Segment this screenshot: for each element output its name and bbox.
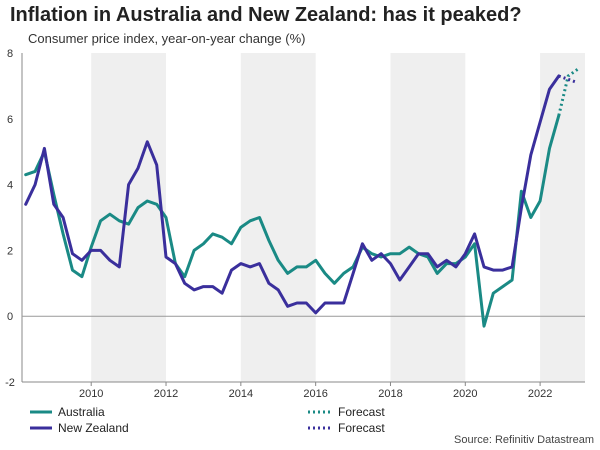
y-tick-label: 8 [7,48,13,60]
shaded-periods [91,53,585,382]
x-tick-label: 2014 [229,388,253,400]
shaded-period-3 [540,53,585,382]
shaded-period-1 [240,53,316,382]
y-tick-label: 4 [7,180,13,192]
x-tick-label: 2010 [79,388,103,400]
y-tick-label: 6 [7,114,13,126]
y-tick-label: -2 [5,377,15,389]
legend: Australia New Zealand Forecast Forecast [30,405,385,435]
legend-label-australia-forecast: Forecast [338,405,385,419]
chart-subtitle: Consumer price index, year-on-year chang… [28,31,306,46]
x-tick-label: 2018 [378,388,402,400]
x-tick-label: 2022 [528,388,552,400]
x-tick-label: 2012 [154,388,178,400]
series-lines [24,68,579,328]
y-tick-label: 0 [7,311,13,323]
chart-title: Inflation in Australia and New Zealand: … [10,4,522,26]
series-line-australia-0 [24,114,561,328]
x-tick-label: 2016 [303,388,327,400]
x-axis: 2010 2012 2014 2016 2018 2020 2022 [22,381,585,400]
forecast-line-forecast-1 [557,68,579,116]
legend-label-new-zealand-forecast: Forecast [338,421,385,435]
shaded-period-2 [390,53,466,382]
series-line-new-zealand-2 [24,74,561,315]
legend-label-new-zealand: New Zealand [58,421,129,435]
y-axis: -2 0 2 4 6 8 [5,48,585,389]
legend-label-australia: Australia [58,405,105,419]
source-note: Source: Refinitiv Datastream [454,434,594,446]
shaded-period-0 [91,53,167,382]
y-tick-label: 2 [7,245,13,257]
x-tick-label: 2020 [453,388,477,400]
forecast-line-forecast-3 [558,74,579,85]
